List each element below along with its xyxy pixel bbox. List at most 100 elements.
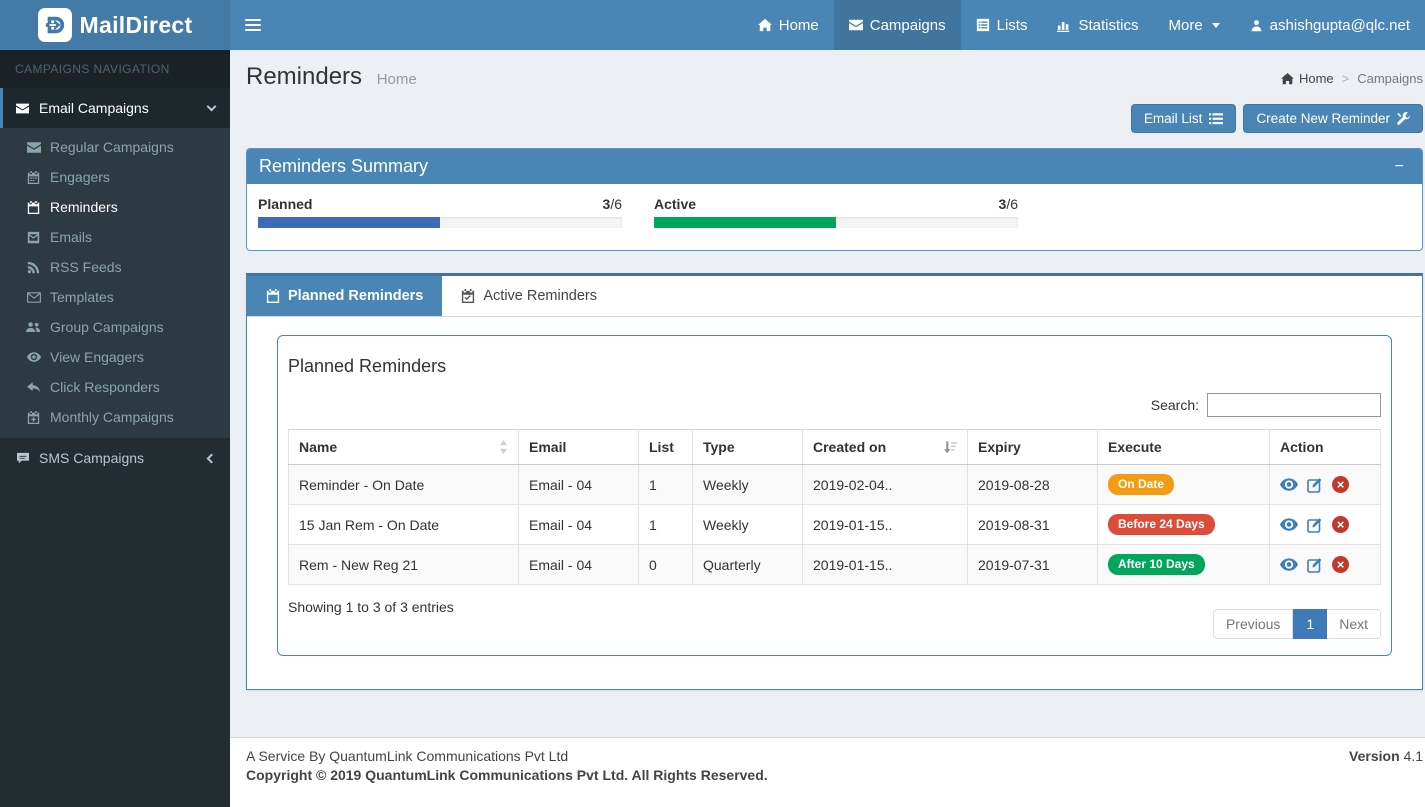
- cell-expiry: 2019-07-31: [968, 545, 1098, 585]
- envelope-icon: [26, 142, 41, 153]
- nav-item-more[interactable]: More: [1153, 0, 1234, 50]
- nav-label-campaigns: Campaigns: [870, 17, 946, 34]
- column-header-created-on[interactable]: Created on: [803, 430, 968, 465]
- execute-badge: Before 24 Days: [1108, 514, 1215, 535]
- edit-button[interactable]: [1307, 517, 1323, 533]
- view-button[interactable]: [1280, 558, 1298, 571]
- top-nav-menu: Home Campaigns Lists Statistics More ash…: [743, 0, 1425, 50]
- sidebar-item-regular-campaigns[interactable]: Regular Campaigns: [0, 132, 230, 162]
- email-square-icon: [26, 231, 41, 244]
- reminders-tabs-box: Planned Reminders Active Reminders Plann…: [246, 273, 1423, 690]
- cell-email: Email - 04: [519, 505, 639, 545]
- sidebar-item-rss-feeds[interactable]: RSS Feeds: [0, 252, 230, 282]
- reminders-table: Name Email List Type Created on Expiry: [288, 429, 1381, 585]
- active-progress-group: Active 3/6: [654, 196, 1018, 228]
- delete-button[interactable]: ×: [1332, 516, 1349, 533]
- cell-created-on: 2019-01-15..: [803, 505, 968, 545]
- view-button[interactable]: [1280, 478, 1298, 491]
- nav-item-campaigns[interactable]: Campaigns: [834, 0, 961, 50]
- caret-down-icon: [1212, 23, 1220, 28]
- planned-progress-fill: [258, 217, 440, 228]
- column-header-name[interactable]: Name: [289, 430, 519, 465]
- planned-progress-track: [258, 217, 622, 228]
- eye-icon: [26, 352, 41, 362]
- tools-icon: [1397, 112, 1410, 125]
- sidebar-item-engagers[interactable]: Engagers: [0, 162, 230, 192]
- pagination-previous-button[interactable]: Previous: [1213, 609, 1293, 639]
- sidebar-item-sms-campaigns[interactable]: SMS Campaigns: [0, 438, 230, 478]
- pencil-square-icon: [1307, 517, 1323, 533]
- breadcrumb-home-link[interactable]: Home: [1281, 71, 1334, 86]
- table-header-row: Name Email List Type Created on Expiry: [289, 430, 1381, 465]
- email-campaigns-submenu: Regular Campaigns Engagers Reminders Ema…: [0, 128, 230, 438]
- pagination-next-button[interactable]: Next: [1327, 609, 1381, 639]
- sidebar-item-email-campaigns[interactable]: Email Campaigns: [0, 88, 230, 128]
- column-header-type[interactable]: Type: [693, 430, 803, 465]
- tab-nav: Planned Reminders Active Reminders: [247, 276, 1422, 317]
- cell-expiry: 2019-08-28: [968, 465, 1098, 505]
- delete-button[interactable]: ×: [1332, 476, 1349, 493]
- table-row: Reminder - On Date Email - 04 1 Weekly 2…: [289, 465, 1381, 505]
- users-icon: [26, 321, 41, 333]
- cell-email: Email - 04: [519, 545, 639, 585]
- table-row: Rem - New Reg 21 Email - 04 0 Quarterly …: [289, 545, 1381, 585]
- nav-item-home[interactable]: Home: [743, 0, 834, 50]
- tab-active-reminders[interactable]: Active Reminders: [442, 276, 616, 316]
- cell-list: 1: [639, 465, 693, 505]
- brand-logo[interactable]: MailDirect: [0, 0, 230, 50]
- nav-label-home: Home: [779, 17, 819, 34]
- edit-button[interactable]: [1307, 557, 1323, 573]
- nav-item-lists[interactable]: Lists: [961, 0, 1043, 50]
- pagination-page-1-button[interactable]: 1: [1293, 609, 1327, 639]
- nav-label-statistics: Statistics: [1078, 17, 1138, 34]
- breadcrumb-separator: >: [1342, 71, 1350, 86]
- execute-badge: On Date: [1108, 474, 1174, 495]
- sidebar-item-emails[interactable]: Emails: [0, 222, 230, 252]
- email-list-button[interactable]: Email List: [1131, 104, 1237, 133]
- search-input[interactable]: [1207, 393, 1381, 417]
- delete-x-icon: ×: [1332, 556, 1349, 573]
- pagination: Previous 1 Next: [1213, 609, 1381, 639]
- sort-desc-icon: [943, 441, 957, 454]
- home-icon: [758, 18, 772, 32]
- column-header-list[interactable]: List: [639, 430, 693, 465]
- rss-icon: [26, 261, 41, 274]
- envelope-icon: [15, 103, 30, 114]
- delete-button[interactable]: ×: [1332, 556, 1349, 573]
- envelope-icon: [849, 19, 863, 31]
- column-header-email[interactable]: Email: [519, 430, 639, 465]
- tab-planned-reminders[interactable]: Planned Reminders: [247, 276, 442, 316]
- sidebar: CAMPAIGNS NAVIGATION Email Campaigns Reg…: [0, 50, 230, 807]
- cell-type: Weekly: [693, 465, 803, 505]
- cell-name: Reminder - On Date: [289, 465, 519, 505]
- sidebar-item-view-engagers[interactable]: View Engagers: [0, 342, 230, 372]
- calendar-icon: [266, 289, 280, 303]
- execute-badge: After 10 Days: [1108, 554, 1205, 575]
- top-navbar: MailDirect Home Campaigns Lists Statisti…: [0, 0, 1425, 50]
- chevron-left-icon: [207, 453, 217, 463]
- collapse-minus-icon[interactable]: −: [1389, 157, 1410, 177]
- nav-item-statistics[interactable]: Statistics: [1042, 0, 1153, 50]
- sidebar-item-click-responders[interactable]: Click Responders: [0, 372, 230, 402]
- column-header-expiry[interactable]: Expiry: [968, 430, 1098, 465]
- planned-reminders-title: Planned Reminders: [288, 356, 1381, 377]
- planned-total: /6: [610, 196, 622, 212]
- sidebar-item-monthly-campaigns[interactable]: Monthly Campaigns: [0, 402, 230, 432]
- sidebar-toggle-icon[interactable]: [230, 0, 275, 50]
- table-row: 15 Jan Rem - On Date Email - 04 1 Weekly…: [289, 505, 1381, 545]
- sidebar-item-reminders[interactable]: Reminders: [0, 192, 230, 222]
- eye-icon: [1280, 558, 1298, 571]
- home-icon: [1281, 73, 1294, 85]
- create-new-reminder-button[interactable]: Create New Reminder: [1243, 104, 1423, 133]
- sidebar-item-group-campaigns[interactable]: Group Campaigns: [0, 312, 230, 342]
- content-wrapper: Reminders Home Home > Campaigns Email Li…: [230, 50, 1425, 737]
- edit-button[interactable]: [1307, 477, 1323, 493]
- active-total: /6: [1006, 196, 1018, 212]
- sidebar-item-templates[interactable]: Templates: [0, 282, 230, 312]
- column-header-execute[interactable]: Execute: [1098, 430, 1270, 465]
- column-header-action[interactable]: Action: [1270, 430, 1381, 465]
- nav-item-user[interactable]: ashishgupta@qlc.net: [1235, 0, 1425, 50]
- active-progress-track: [654, 217, 1018, 228]
- view-button[interactable]: [1280, 518, 1298, 531]
- list-icon: [976, 18, 990, 32]
